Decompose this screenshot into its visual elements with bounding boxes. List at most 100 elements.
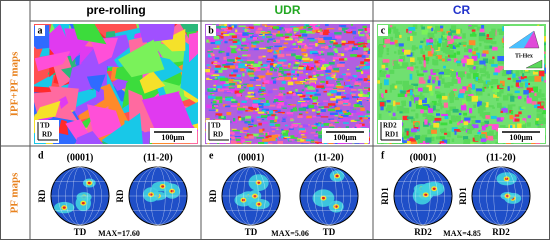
grain — [276, 95, 283, 98]
grain — [411, 128, 417, 133]
grain — [402, 80, 409, 87]
grain — [397, 93, 405, 97]
grain — [330, 98, 336, 101]
grain — [337, 83, 341, 85]
grain — [297, 94, 303, 96]
grain — [363, 117, 369, 120]
grain — [225, 105, 231, 108]
grain — [226, 90, 233, 93]
grain — [446, 35, 451, 40]
grain — [440, 142, 447, 144]
grain — [441, 42, 447, 48]
grain — [418, 80, 426, 84]
grain — [280, 37, 286, 40]
grain — [491, 124, 499, 130]
grain — [234, 90, 242, 94]
pf-grid — [401, 166, 445, 226]
grain — [320, 74, 324, 76]
grain — [211, 106, 216, 109]
grain — [463, 139, 471, 144]
grain — [361, 55, 366, 58]
grain — [230, 140, 237, 144]
grain — [231, 35, 237, 38]
grain — [338, 100, 344, 105]
grain — [233, 74, 241, 77]
grain — [481, 53, 487, 57]
grain — [295, 92, 303, 95]
grain — [290, 75, 293, 78]
grain — [289, 85, 294, 87]
grain — [332, 44, 337, 46]
grain — [226, 52, 230, 56]
grain — [425, 137, 432, 143]
grain — [333, 42, 338, 45]
grain — [403, 62, 409, 67]
grain — [247, 70, 255, 73]
grain — [254, 143, 258, 144]
grain — [347, 57, 356, 60]
grain — [455, 115, 461, 122]
grain — [419, 136, 427, 141]
grain — [251, 133, 259, 137]
grain — [90, 37, 118, 65]
grain — [118, 39, 165, 78]
grain — [277, 102, 285, 106]
grain — [510, 95, 515, 102]
grain — [316, 85, 325, 88]
grain — [435, 55, 438, 59]
grain — [463, 112, 467, 116]
grain — [493, 72, 498, 76]
grain — [348, 116, 352, 119]
grain — [242, 54, 248, 57]
grain — [424, 45, 431, 51]
grain — [459, 89, 465, 94]
grain — [141, 91, 193, 138]
grain — [330, 119, 337, 122]
grain — [364, 62, 370, 66]
grain — [302, 105, 309, 109]
grain — [528, 143, 531, 144]
grain — [244, 135, 249, 139]
grain — [271, 108, 280, 111]
grain — [488, 143, 494, 144]
grain — [334, 50, 339, 53]
grain — [309, 24, 317, 26]
grain — [86, 74, 106, 93]
intensity — [81, 201, 85, 205]
grain — [361, 108, 364, 111]
grain — [317, 143, 321, 144]
grain — [466, 58, 474, 65]
grain — [248, 117, 255, 119]
grain — [217, 35, 222, 37]
grain — [348, 45, 354, 48]
grain — [480, 35, 486, 40]
grain — [395, 102, 400, 105]
grain — [216, 45, 220, 48]
grain — [421, 105, 428, 110]
grain — [258, 122, 262, 126]
grain — [269, 46, 273, 48]
grain — [443, 102, 448, 108]
grain — [481, 25, 485, 30]
grain — [276, 101, 279, 104]
grain — [520, 117, 523, 121]
grain — [337, 78, 344, 81]
grain — [507, 93, 513, 97]
grain — [260, 64, 268, 67]
grain — [443, 65, 446, 69]
grain — [484, 71, 489, 75]
legend-triangle — [525, 59, 543, 69]
grain — [491, 28, 496, 32]
grain — [281, 81, 286, 84]
grain — [480, 134, 486, 138]
grain — [210, 52, 214, 57]
grain — [325, 76, 334, 80]
grain — [448, 49, 454, 55]
grain — [288, 36, 293, 39]
grain — [270, 67, 273, 71]
intensity — [335, 174, 339, 178]
grain — [422, 54, 426, 61]
grain — [262, 84, 266, 87]
grain — [309, 40, 315, 42]
grain — [359, 64, 366, 67]
